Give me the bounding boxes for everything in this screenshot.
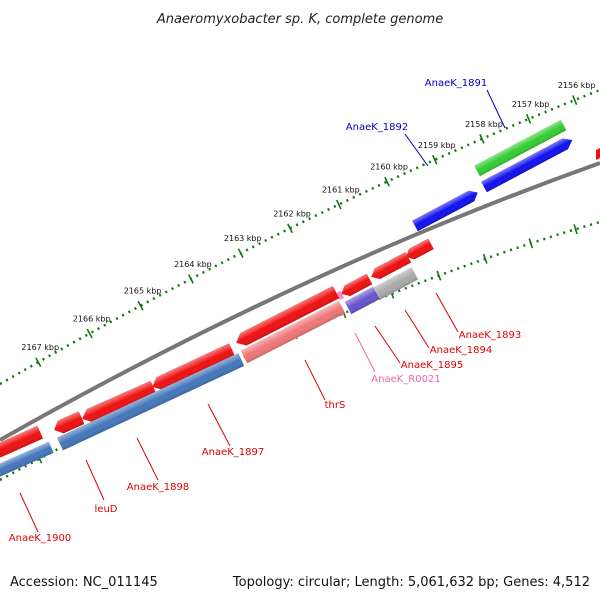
gene-AnaeK_1893-shade	[372, 267, 419, 301]
ruler-kbp-label: 2166 kbp	[73, 314, 111, 323]
ruler-outer-tick	[384, 176, 390, 187]
gene-AnaeK_1897-shade	[57, 353, 245, 451]
ruler-kbp-label: 2164 kbp	[174, 260, 212, 269]
ruler-outer-tick	[35, 357, 42, 367]
ruler-outer-tick	[86, 328, 93, 339]
gene-AnaeK_1893-arrow	[406, 238, 434, 260]
topology-text: Topology: circular; Length: 5,061,632 bp…	[232, 575, 590, 590]
gene-AnaeK_1897-arrow	[152, 343, 235, 390]
ruler-outer-dotted	[0, 88, 600, 386]
gene-AnaeK_1894-arrow	[371, 251, 412, 279]
ruler-kbp-label: 2167 kbp	[21, 343, 59, 352]
ruler-inner-tick	[482, 253, 488, 264]
ruler-kbp-label: 2162 kbp	[273, 209, 311, 218]
gene-forward-partial-arrow	[412, 190, 478, 232]
gene-thrS-shade	[240, 300, 346, 364]
gene-AnaeK_1895-arrow	[341, 273, 373, 296]
gene-AnaeK_1891-arrow	[474, 119, 567, 177]
gene-label-layer: AnaeK_1891 AnaeK_1892 AnaeK_1893 AnaeK_1…	[9, 78, 521, 544]
gene-label: thrS	[325, 400, 346, 411]
gene-AnaeK_1892-arrow	[481, 138, 573, 193]
forward-genes	[0, 119, 600, 479]
gene-label: AnaeK_R0021	[371, 374, 440, 385]
ruler-kbp-label: 2159 kbp	[418, 141, 456, 150]
gene-AnaeK_1898-arrow	[82, 380, 157, 422]
gene-label: AnaeK_1894	[430, 345, 492, 356]
gene-label: AnaeK_1892	[346, 122, 408, 133]
ruler-outer-tick	[137, 300, 144, 311]
leader-AnaeK_1895	[374, 325, 401, 364]
gene-thrS-arrow	[236, 285, 340, 346]
label-leaders	[19, 89, 506, 533]
accession-text: Accession: NC_011145	[10, 575, 158, 590]
gene-label: AnaeK_1900	[9, 533, 71, 544]
ruler-outer-tick	[431, 154, 438, 165]
ruler-outer-tick	[525, 114, 532, 124]
gene-AnaeK_1895-shade	[344, 286, 380, 315]
gene-forward-edge-red	[596, 148, 600, 160]
ruler-outer-tick	[335, 199, 342, 210]
ruler-inner-tick	[436, 270, 442, 281]
leader-AnaeK_1900	[19, 492, 39, 533]
leader-AnaeK_1897	[207, 403, 231, 447]
leader-leuD	[85, 459, 105, 501]
ruler-inner-tick	[528, 238, 534, 249]
ruler-outer-tick	[287, 223, 293, 234]
leader-thrS	[304, 359, 326, 401]
gene-label: AnaeK_1897	[202, 447, 264, 458]
gene-label: leuD	[95, 504, 118, 515]
leader-AnaeK_1891	[486, 89, 506, 129]
gene-AnaeK_1900-shade	[0, 441, 54, 480]
ruler-outer-tick	[187, 274, 194, 284]
ruler-labels: 2156 kbp 2157 kbp 2158 kbp 2159 kbp 2160 kbp…	[21, 81, 595, 352]
ruler-kbp-label: 2165 kbp	[124, 287, 162, 296]
ruler-kbp-label: 2156 kbp	[558, 81, 596, 90]
ruler-kbp-label: 2160 kbp	[370, 163, 408, 172]
leader-AnaeK_1898	[136, 437, 159, 481]
genome-backbone	[0, 161, 600, 442]
reverse-genes	[0, 238, 434, 461]
ruler-kbp-label: 2158 kbp	[465, 120, 503, 129]
leader-AnaeK_1894	[404, 309, 430, 349]
leader-AnaeK_1893	[435, 292, 459, 333]
ruler-inner-dotted	[0, 220, 600, 482]
ruler-outer-tick	[572, 95, 578, 105]
ruler-kbp-label: 2157 kbp	[512, 100, 550, 109]
ruler-kbp-label: 2161 kbp	[322, 186, 360, 195]
gene-AnaeK_1900-arrow	[0, 425, 44, 461]
ruler-inner-tick	[573, 224, 578, 235]
gene-label: AnaeK_1895	[401, 360, 463, 371]
leader-AnaeK_R0021	[354, 332, 376, 373]
leader-AnaeK_1892	[404, 133, 429, 167]
gene-label: AnaeK_1893	[459, 330, 521, 341]
ruler-kbp-label: 2163 kbp	[224, 234, 262, 243]
ruler-outer-tick	[237, 248, 244, 258]
shaded-genes	[0, 267, 419, 480]
gene-leuD-arrow	[54, 411, 85, 434]
gene-label: AnaeK_1891	[425, 78, 487, 89]
map-title: Anaeromyxobacter sp. K, complete genome	[156, 12, 443, 27]
gene-label: AnaeK_1898	[127, 482, 189, 493]
ruler-outer-tick	[479, 133, 485, 144]
